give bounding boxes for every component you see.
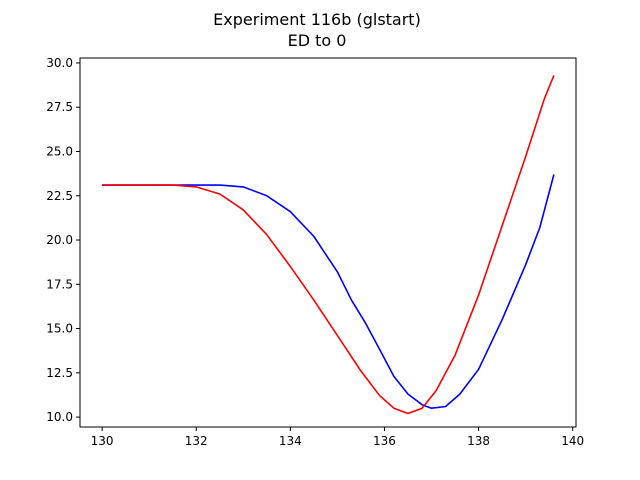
y-tick-label: 25.0 [46, 144, 73, 158]
x-tick-label: 140 [561, 434, 584, 448]
chart-subtitle: ED to 0 [288, 31, 347, 50]
y-tick-label: 27.5 [46, 100, 73, 114]
y-tick-label: 30.0 [46, 56, 73, 70]
x-tick-label: 134 [279, 434, 302, 448]
x-tick-label: 138 [467, 434, 490, 448]
x-tick-label: 130 [91, 434, 114, 448]
ticks-layer: 130 132 134 136 138 140 10.0 12.5 15.0 17.5 20.0 22… [46, 56, 584, 448]
y-tick-label: 20.0 [46, 233, 73, 247]
series-line-2 [102, 75, 555, 415]
y-tick-label: 10.0 [46, 410, 73, 424]
x-tick-label: 132 [185, 434, 208, 448]
y-tick-label: 12.5 [46, 366, 73, 380]
y-tick-label: 17.5 [46, 277, 73, 291]
y-tick-label: 22.5 [46, 189, 73, 203]
chart-title: Experiment 116b (glstart) [213, 10, 421, 29]
plot-area-frame [79, 57, 577, 428]
y-tick-label: 15.0 [46, 322, 73, 336]
x-tick-label: 136 [373, 434, 396, 448]
series-layer [102, 75, 555, 415]
series-line-1 [102, 174, 555, 409]
